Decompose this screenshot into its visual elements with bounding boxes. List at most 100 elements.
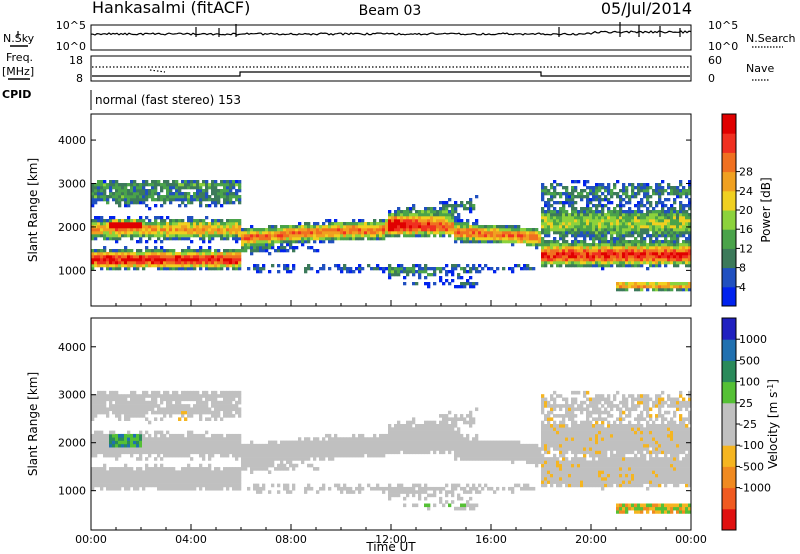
power-cell: [124, 225, 128, 229]
power-cell: [208, 222, 212, 226]
power-cell: [373, 225, 377, 229]
velocity-cell: [97, 450, 101, 455]
velocity-cell: [118, 433, 122, 438]
power-cell: [556, 243, 560, 247]
velocity-cell: [181, 453, 185, 458]
velocity-cell: [133, 390, 137, 395]
power-cell: [667, 192, 671, 196]
power-cell: [250, 246, 254, 250]
velocity-cell: [127, 486, 131, 491]
power-cell: [565, 231, 569, 235]
power-cell: [370, 234, 374, 238]
power-cell: [145, 234, 149, 238]
velocity-cell: [316, 443, 320, 448]
power-cell: [232, 180, 236, 184]
power-cell: [466, 240, 470, 244]
velocity-cell: [94, 404, 98, 408]
velocity-cell: [442, 417, 446, 421]
velocity-cell: [391, 486, 395, 491]
power-cell: [643, 255, 647, 259]
power-cell: [556, 249, 560, 253]
power-cell: [544, 231, 548, 235]
velocity-cell: [124, 397, 128, 402]
power-cell: [355, 267, 359, 271]
power-cell: [646, 216, 650, 220]
power-cell: [178, 189, 182, 193]
power-cell: [196, 234, 200, 238]
power-cell: [112, 255, 116, 259]
power-cell: [631, 195, 635, 199]
velocity-cell: [220, 453, 224, 458]
velocity-cell: [139, 433, 143, 438]
velocity-cell: [109, 437, 113, 441]
power-cell: [466, 270, 470, 274]
power-cell: [145, 228, 149, 232]
power-cell: [157, 231, 161, 235]
power-cell: [184, 198, 188, 202]
power-cell: [118, 228, 122, 232]
velocity-cell: [289, 463, 293, 468]
power-cell: [235, 195, 239, 199]
power-cell: [562, 207, 566, 211]
power-cell: [571, 186, 575, 190]
velocity-cell: [292, 483, 296, 488]
power-cell: [295, 237, 299, 241]
power-cell: [637, 282, 641, 286]
power-cell: [676, 186, 680, 190]
velocity-cell: [115, 440, 119, 445]
velocity-cell: [106, 443, 110, 448]
power-cell: [343, 234, 347, 238]
velocity-cell: [103, 443, 107, 448]
power-cell: [262, 231, 266, 235]
power-cell: [556, 252, 560, 256]
velocity-cell: [406, 430, 410, 435]
power-cell: [541, 219, 545, 223]
velocity-cell: [343, 437, 347, 441]
velocity-cell: [310, 440, 314, 445]
power-cell: [205, 267, 209, 271]
power-cell: [301, 228, 305, 232]
velocity-cell: [130, 437, 134, 441]
velocity-cell: [400, 447, 404, 451]
power-cell: [457, 219, 461, 223]
power-cell: [655, 246, 659, 250]
power-cell: [202, 252, 206, 256]
power-cell: [382, 237, 386, 241]
power-cell: [550, 213, 554, 217]
power-cell: [184, 249, 188, 253]
power-cell: [307, 240, 311, 244]
velocity-cell: [439, 437, 443, 441]
power-cell: [160, 228, 164, 232]
power-cell: [403, 216, 407, 220]
velocity-cell: [415, 447, 419, 451]
velocity-cell: [184, 480, 188, 484]
velocity-cell: [91, 437, 95, 441]
power-cell: [661, 249, 665, 253]
velocity-cell: [346, 490, 350, 494]
velocity-cell: [160, 477, 164, 481]
power-cell: [676, 228, 680, 232]
power-cell: [154, 192, 158, 196]
power-cell: [529, 243, 533, 247]
velocity-cell: [100, 397, 104, 402]
power-cell: [163, 258, 167, 262]
power-cell: [550, 186, 554, 190]
velocity-cell: [145, 457, 149, 461]
power-cell: [547, 204, 551, 208]
power-cell: [115, 180, 119, 184]
power-cell: [286, 237, 290, 241]
velocity-cell: [112, 480, 116, 484]
power-cell: [313, 225, 317, 229]
power-cell: [121, 186, 125, 190]
power-cell: [601, 204, 605, 208]
power-cell: [631, 210, 635, 214]
power-cell: [160, 183, 164, 187]
power-cell: [352, 231, 356, 235]
power-cell: [259, 237, 263, 241]
power-cell: [241, 237, 245, 241]
power-cell: [97, 264, 101, 268]
power-cell: [190, 195, 194, 199]
power-cell: [235, 267, 239, 271]
power-cell: [586, 192, 590, 196]
power-cell: [427, 225, 431, 229]
